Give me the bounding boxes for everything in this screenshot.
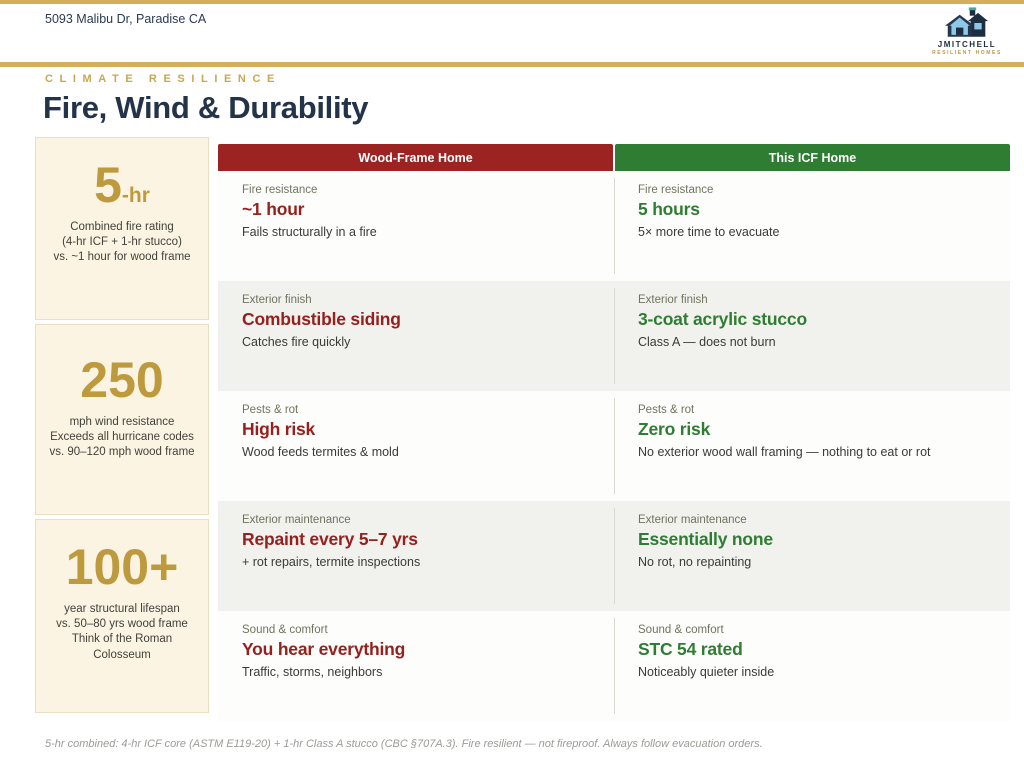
row-value: 3-coat acrylic stucco bbox=[638, 309, 807, 329]
row-subtext: + rot repairs, termite inspections bbox=[242, 555, 421, 569]
wood-cell: Exterior maintenance Repaint every 5–7 y… bbox=[218, 501, 614, 611]
page-header: 5093 Malibu Dr, Paradise CA JMITCHELL RE… bbox=[0, 4, 1024, 62]
row-label: Exterior maintenance bbox=[242, 514, 351, 526]
row-label: Fire resistance bbox=[638, 184, 714, 196]
stat-description: year structural lifespan vs. 50–80 yrs w… bbox=[56, 603, 188, 661]
top-accent-bar bbox=[0, 0, 1024, 4]
icf-cell: Pests & rot Zero risk No exterior wood w… bbox=[614, 391, 1010, 501]
row-value: Repaint every 5–7 yrs bbox=[242, 529, 418, 549]
row-value: Zero risk bbox=[638, 419, 711, 439]
table-row-exterior-maintenance: Exterior maintenance Repaint every 5–7 y… bbox=[218, 501, 1010, 611]
row-label: Sound & comfort bbox=[242, 624, 328, 636]
column-divider bbox=[614, 288, 615, 384]
stat-card-fire-rating: 5-hr Combined fire rating (4-hr ICF + 1-… bbox=[35, 137, 209, 320]
wood-cell: Exterior finish Combustible siding Catch… bbox=[218, 281, 614, 391]
row-label: Exterior finish bbox=[242, 294, 312, 306]
icf-cell: Exterior finish 3-coat acrylic stucco Cl… bbox=[614, 281, 1010, 391]
row-value: High risk bbox=[242, 419, 316, 439]
logo-house-icon bbox=[932, 7, 1002, 39]
stat-card-lifespan: 100+ year structural lifespan vs. 50–80 … bbox=[35, 519, 209, 713]
icf-cell: Exterior maintenance Essentially none No… bbox=[614, 501, 1010, 611]
row-subtext: Class A — does not burn bbox=[638, 335, 776, 349]
comparison-table: Wood-Frame Home This ICF Home Fire resis… bbox=[218, 144, 1010, 721]
row-label: Exterior finish bbox=[638, 294, 708, 306]
column-divider bbox=[614, 178, 615, 274]
logo-name: JMITCHELL bbox=[937, 40, 997, 49]
stat-value: 5-hr bbox=[94, 157, 150, 213]
footnote-disclaimer: 5-hr combined: 4-hr ICF core (ASTM E119-… bbox=[45, 738, 763, 750]
header-divider-rule bbox=[0, 62, 1024, 67]
row-label: Sound & comfort bbox=[638, 624, 724, 636]
row-label: Pests & rot bbox=[638, 404, 695, 416]
table-row-sound-comfort: Sound & comfort You hear everything Traf… bbox=[218, 611, 1010, 721]
row-label: Fire resistance bbox=[242, 184, 318, 196]
property-address: 5093 Malibu Dr, Paradise CA bbox=[45, 12, 207, 26]
row-subtext: No rot, no repainting bbox=[638, 555, 752, 569]
stat-description: Combined fire rating (4-hr ICF + 1-hr st… bbox=[53, 221, 191, 264]
row-subtext: Fails structurally in a fire bbox=[242, 225, 377, 239]
table-row-fire-resistance: Fire resistance ~1 hour Fails structural… bbox=[218, 171, 1010, 281]
icf-cell: Fire resistance 5 hours 5× more time to … bbox=[614, 171, 1010, 281]
column-header-icf: This ICF Home bbox=[615, 144, 1010, 171]
row-value: ~1 hour bbox=[242, 199, 305, 219]
icf-cell: Sound & comfort STC 54 rated Noticeably … bbox=[614, 611, 1010, 721]
column-divider bbox=[614, 398, 615, 494]
row-value: Essentially none bbox=[638, 529, 773, 549]
section-eyebrow: CLIMATE RESILIENCE bbox=[45, 73, 281, 85]
page-title: Fire, Wind & Durability bbox=[43, 90, 369, 125]
row-value: 5 hours bbox=[638, 199, 700, 219]
row-value: Combustible siding bbox=[242, 309, 401, 329]
row-subtext: No exterior wood wall framing — nothing … bbox=[638, 445, 931, 459]
wood-cell: Pests & rot High risk Wood feeds termite… bbox=[218, 391, 614, 501]
wood-cell: Fire resistance ~1 hour Fails structural… bbox=[218, 171, 614, 281]
row-label: Exterior maintenance bbox=[638, 514, 747, 526]
row-subtext: Catches fire quickly bbox=[242, 335, 351, 349]
stat-card-column: 5-hr Combined fire rating (4-hr ICF + 1-… bbox=[35, 137, 209, 713]
company-logo: JMITCHELL RESILIENT HOMES bbox=[932, 7, 1002, 56]
row-subtext: Noticeably quieter inside bbox=[638, 665, 775, 679]
stat-description: mph wind resistance Exceeds all hurrican… bbox=[49, 416, 195, 459]
stat-card-wind-resistance: 250 mph wind resistance Exceeds all hurr… bbox=[35, 324, 209, 515]
logo-tagline: RESILIENT HOMES bbox=[932, 50, 1002, 56]
wood-cell: Sound & comfort You hear everything Traf… bbox=[218, 611, 614, 721]
column-divider bbox=[614, 618, 615, 714]
table-row-pests-rot: Pests & rot High risk Wood feeds termite… bbox=[218, 391, 1010, 501]
stat-value: 250 bbox=[80, 352, 164, 408]
table-row-exterior-finish: Exterior finish Combustible siding Catch… bbox=[218, 281, 1010, 391]
row-subtext: Traffic, storms, neighbors bbox=[242, 665, 383, 679]
column-header-wood-frame: Wood-Frame Home bbox=[218, 144, 613, 171]
stat-value: 100+ bbox=[65, 539, 179, 595]
row-subtext: 5× more time to evacuate bbox=[638, 225, 780, 239]
row-label: Pests & rot bbox=[242, 404, 299, 416]
row-value: STC 54 rated bbox=[638, 639, 743, 659]
row-subtext: Wood feeds termites & mold bbox=[242, 445, 399, 459]
row-value: You hear everything bbox=[242, 639, 406, 659]
comparison-header-row: Wood-Frame Home This ICF Home bbox=[218, 144, 1010, 171]
column-divider bbox=[614, 508, 615, 604]
